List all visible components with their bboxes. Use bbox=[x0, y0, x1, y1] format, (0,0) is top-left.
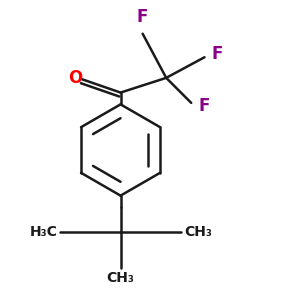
Text: F: F bbox=[199, 97, 210, 115]
Text: CH₃: CH₃ bbox=[184, 225, 212, 239]
Text: F: F bbox=[137, 8, 148, 26]
Text: H₃C: H₃C bbox=[29, 225, 57, 239]
Text: F: F bbox=[212, 45, 223, 63]
Text: CH₃: CH₃ bbox=[106, 271, 134, 285]
Text: O: O bbox=[68, 69, 82, 87]
